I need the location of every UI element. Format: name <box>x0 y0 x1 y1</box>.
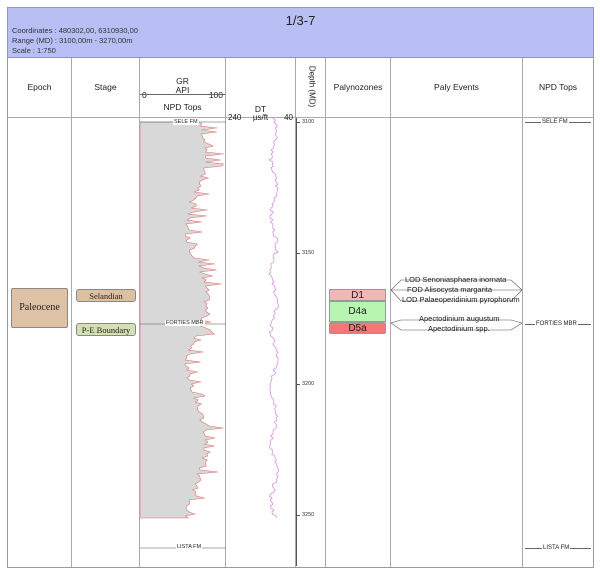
depth-tick-3200 <box>296 384 300 385</box>
gr-header: GR API 0 100 NPD Tops <box>140 58 225 118</box>
well-header: 1/3-7 Coordinates : 480302,00, 6310930,0… <box>8 8 593 58</box>
range-text: Range (MD) : 3100,00m - 3270,00m <box>12 36 133 45</box>
dt-log <box>268 118 279 519</box>
epoch-header-label: Epoch <box>27 82 52 92</box>
palynozones-header-label: Palynozones <box>333 82 383 92</box>
stage-header-label: Stage <box>94 82 117 92</box>
zone-d5a: D5a <box>329 322 386 334</box>
epoch-header: Epoch <box>8 58 71 118</box>
stage-pe-boundary: P-E Boundary <box>76 323 136 336</box>
paly-event-5: Apectodinium spp. <box>428 324 490 333</box>
depth-label-3150: 3150 <box>302 250 315 256</box>
npd-tops-header: NPD Tops <box>523 58 593 118</box>
depth-header-label: Depth (MD) <box>307 65 317 108</box>
coordinates-text: Coordinates : 480302,00, 6310930,00 <box>12 26 138 35</box>
gr-top-lista: LISTA FM <box>176 544 203 550</box>
paly-event-1: LOD Senoniasphaera inornata <box>405 275 507 284</box>
depth-tick-3250 <box>296 515 300 516</box>
gr-unit: API <box>175 85 190 95</box>
paly-event-2: FOD Alisocysta margarita <box>407 285 493 294</box>
paly-events-header: Paly Events <box>391 58 522 118</box>
dt-max: 40 <box>284 113 293 122</box>
dt-track: DT µs/ft 240 40 <box>226 58 296 567</box>
gr-title: GR <box>176 76 189 86</box>
dt-unit: µs/ft <box>252 113 269 122</box>
gr-top-forties: FORTIES MBR <box>165 320 205 326</box>
depth-label-3250: 3250 <box>302 512 315 518</box>
npd-top-lista: LISTA FM <box>542 545 571 551</box>
depth-header-box: Depth (MD) <box>306 64 318 112</box>
dt-curve <box>268 118 279 519</box>
paly-events-header-label: Paly Events <box>434 82 479 92</box>
gr-top-sele: SELE FM <box>173 119 199 125</box>
gr-max: 100 <box>208 90 223 100</box>
palynozones-column: Palynozones D1 D4a D5a <box>326 58 391 567</box>
well-title: 1/3-7 <box>285 13 316 28</box>
paly-events-column: Paly Events LOD Senoniasphaera inornata … <box>391 58 523 567</box>
stage-selandian: Selandian <box>76 289 136 302</box>
npd-top-forties: FORTIES MBR <box>535 321 578 327</box>
well-panel: 1/3-7 Coordinates : 480302,00, 6310930,0… <box>7 7 594 568</box>
zone-d1: D1 <box>329 289 386 301</box>
depth-header: Depth (MD) <box>296 58 325 118</box>
paly-event-3: LOD Palaeoperidinium pyrophorum <box>402 295 520 304</box>
npd-tops-column: NPD Tops SELE FM FORTIES MBR LISTA FM <box>523 58 593 567</box>
depth-tick-3150 <box>296 253 300 254</box>
npd-tops-header-label: NPD Tops <box>538 82 578 92</box>
scale-text: Scale : 1:750 <box>12 46 56 55</box>
track-columns: Epoch Paleocene Stage Selandian P-E Boun… <box>8 58 593 567</box>
gr-min: 0 <box>142 90 147 100</box>
paly-event-4: Apectodinium augustum <box>419 314 500 323</box>
stage-column: Stage Selandian P-E Boundary <box>72 58 140 567</box>
gr-log <box>140 121 226 549</box>
dt-min: 240 <box>228 113 242 122</box>
gr-scale-line <box>140 94 225 95</box>
npd-tops-sublabel: NPD Tops <box>163 102 202 112</box>
dt-title: DT <box>254 104 267 114</box>
gr-track: GR API 0 100 NPD Tops SELE FM FORTIES MB… <box>140 58 226 567</box>
epoch-column: Epoch Paleocene <box>8 58 72 567</box>
depth-tick-3100 <box>296 122 300 123</box>
zone-d4a: D4a <box>329 301 386 322</box>
npd-top-sele: SELE FM <box>541 119 569 125</box>
depth-axis <box>296 118 297 566</box>
palynozones-header: Palynozones <box>326 58 390 118</box>
depth-label-3200: 3200 <box>302 381 315 387</box>
epoch-paleocene: Paleocene <box>11 288 68 328</box>
depth-track: Depth (MD) 3100 3150 3200 3250 <box>296 58 326 567</box>
depth-label-3100: 3100 <box>302 119 315 125</box>
dt-header: DT µs/ft 240 40 <box>226 58 295 122</box>
paly-event-connectors <box>391 279 523 331</box>
stage-header: Stage <box>72 58 139 118</box>
